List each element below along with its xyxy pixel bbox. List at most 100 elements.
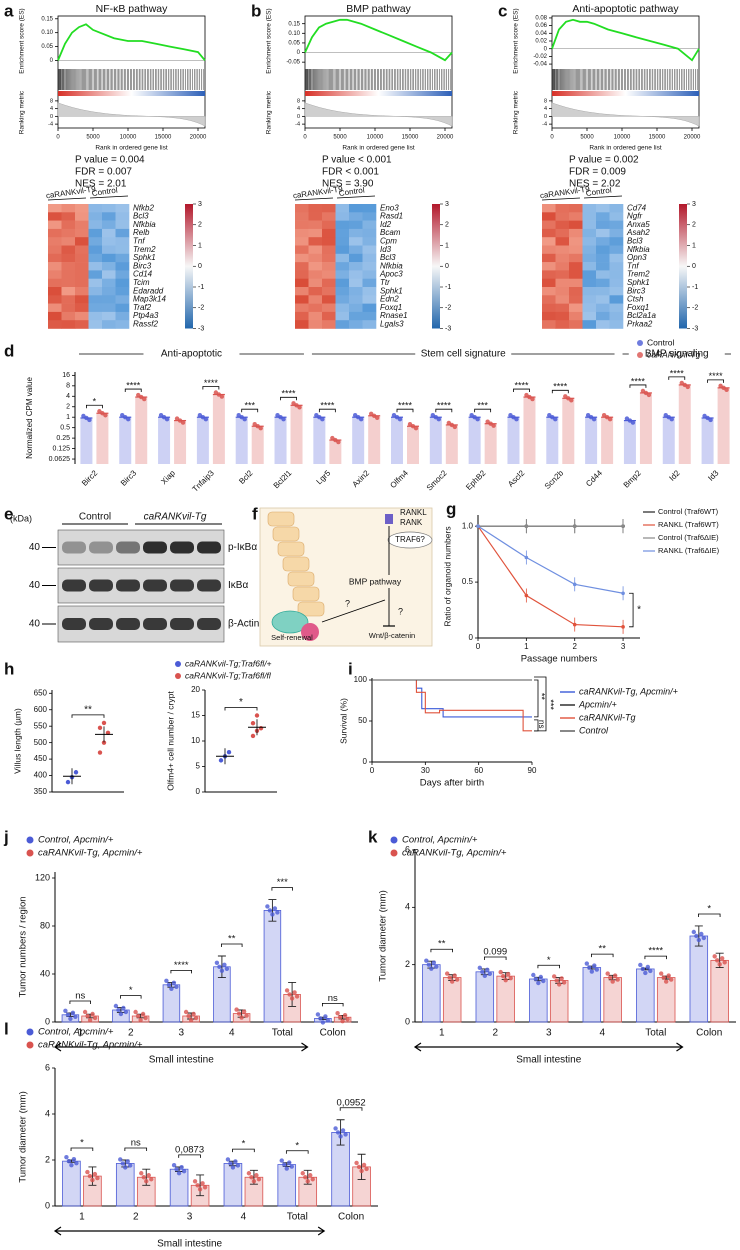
dot bbox=[315, 1012, 321, 1017]
y-tick-label: 4 bbox=[297, 106, 300, 112]
legend-dot bbox=[637, 340, 643, 346]
gene-label: Birc3 bbox=[133, 261, 152, 270]
x-tick-label: 10000 bbox=[120, 135, 137, 141]
heatmap-cell bbox=[295, 253, 309, 263]
sig-bracket bbox=[120, 995, 142, 999]
sig-label: 0,0952 bbox=[337, 1097, 366, 1108]
bar bbox=[223, 1163, 243, 1207]
y-tick-label: 1 bbox=[66, 414, 70, 421]
x-tick-label: Xiap bbox=[159, 468, 177, 486]
dot bbox=[234, 1007, 239, 1012]
bar bbox=[391, 417, 403, 464]
axis-title: Ranking metric bbox=[266, 90, 273, 134]
heatmap-cell bbox=[349, 228, 363, 238]
x-tick-label: 1 bbox=[79, 1212, 85, 1223]
y-tick-label: 0.125 bbox=[52, 445, 70, 452]
sig-bracket bbox=[534, 676, 547, 732]
heatmap-cell bbox=[75, 320, 89, 329]
dot bbox=[345, 1017, 350, 1022]
heatmap-cell bbox=[569, 212, 583, 221]
sig-label: 0,0873 bbox=[175, 1144, 204, 1155]
heatmap-cell bbox=[582, 204, 597, 213]
heatmap-cell bbox=[115, 287, 130, 296]
dot bbox=[691, 929, 697, 935]
y-tick-label: 0 bbox=[469, 633, 474, 642]
heatmap-cell bbox=[609, 303, 624, 313]
legend-label: caRANKvil-Tg, Apcmin/+ bbox=[579, 686, 678, 696]
dot bbox=[487, 971, 493, 977]
heatmap-cell bbox=[596, 295, 610, 304]
colorbar-label: -1 bbox=[692, 284, 698, 291]
size-label: 40 bbox=[29, 619, 41, 630]
heatmap-cell bbox=[75, 295, 89, 304]
heatmap-cell bbox=[102, 278, 116, 288]
gene-label: Sphk1 bbox=[133, 253, 156, 262]
dot bbox=[354, 1160, 359, 1166]
heatmap-cell bbox=[295, 237, 309, 246]
heatmap-cell bbox=[349, 320, 363, 329]
heatmap-cell bbox=[88, 204, 103, 213]
bar bbox=[582, 967, 602, 1023]
gene-label: Asah2 bbox=[626, 228, 650, 237]
y-tick-label: 5 bbox=[196, 762, 201, 771]
dot bbox=[333, 1126, 338, 1131]
colorbar-label: -3 bbox=[445, 325, 451, 332]
error-bar bbox=[217, 955, 226, 979]
y-tick-label: 0 bbox=[45, 1016, 50, 1026]
dot bbox=[181, 1169, 187, 1174]
heatmap-cell bbox=[102, 303, 116, 313]
dot bbox=[143, 1015, 148, 1021]
heatmap-cell bbox=[61, 303, 76, 313]
heatmap-cell bbox=[48, 220, 62, 230]
dot bbox=[82, 1009, 88, 1015]
heatmap-cell bbox=[555, 245, 570, 255]
heatmap-cell bbox=[308, 262, 323, 271]
dot bbox=[717, 962, 722, 967]
sig-label: * bbox=[547, 955, 551, 966]
dot bbox=[663, 979, 669, 984]
heatmap-cell bbox=[102, 262, 116, 271]
sig-label: * bbox=[129, 985, 133, 996]
panel-letter: g bbox=[446, 499, 456, 518]
heatmap-cell bbox=[335, 303, 350, 313]
axis-title: Enrichment score (ES) bbox=[513, 8, 520, 73]
dot bbox=[85, 1169, 90, 1175]
stat-text: FDR < 0.001 bbox=[322, 167, 379, 178]
dot bbox=[310, 1177, 315, 1182]
x-tick-label: 2 bbox=[133, 1212, 139, 1223]
dot bbox=[141, 1175, 146, 1180]
legend-label: Control, Apcmin/+ bbox=[38, 1027, 114, 1038]
heatmap-cell bbox=[569, 270, 583, 279]
x-tick-label: Id3 bbox=[706, 468, 721, 483]
heatmap-cell bbox=[322, 245, 336, 255]
node-label: BMP pathway bbox=[349, 576, 402, 586]
sig-label: *** bbox=[546, 699, 556, 710]
legend-label: Control, Apcmin/+ bbox=[402, 835, 478, 846]
y-tick-label: 6 bbox=[405, 844, 410, 854]
sig-label: 0.099 bbox=[483, 946, 507, 957]
dot bbox=[475, 417, 480, 422]
y-tick-label: 600 bbox=[34, 705, 48, 714]
heatmap-cell bbox=[335, 295, 350, 304]
y-tick-label: 0 bbox=[196, 787, 201, 796]
y-tick-label: 0.10 bbox=[288, 31, 300, 37]
blot-panel bbox=[57, 529, 225, 566]
heatmap-cell bbox=[322, 228, 336, 238]
x-tick-label: 10000 bbox=[614, 135, 631, 141]
legend-dot bbox=[175, 661, 181, 667]
y-tick-label: 2 bbox=[45, 1154, 50, 1164]
heatmap-cell bbox=[308, 220, 323, 230]
sig-bracket bbox=[322, 1003, 344, 1007]
heatmap-cell bbox=[335, 228, 350, 238]
dot bbox=[87, 417, 92, 423]
dot bbox=[176, 1171, 182, 1176]
y-tick-label: 0 bbox=[45, 1200, 50, 1210]
heatmap-cell bbox=[308, 237, 323, 246]
panel-title: NF-κB pathway bbox=[96, 3, 169, 15]
bar bbox=[445, 424, 458, 464]
stat-text: NES = 2.02 bbox=[569, 179, 621, 190]
dot bbox=[92, 1171, 98, 1177]
dot bbox=[90, 1177, 95, 1183]
y-tick-label: 0 bbox=[544, 46, 548, 52]
crypt-cell bbox=[287, 571, 315, 587]
